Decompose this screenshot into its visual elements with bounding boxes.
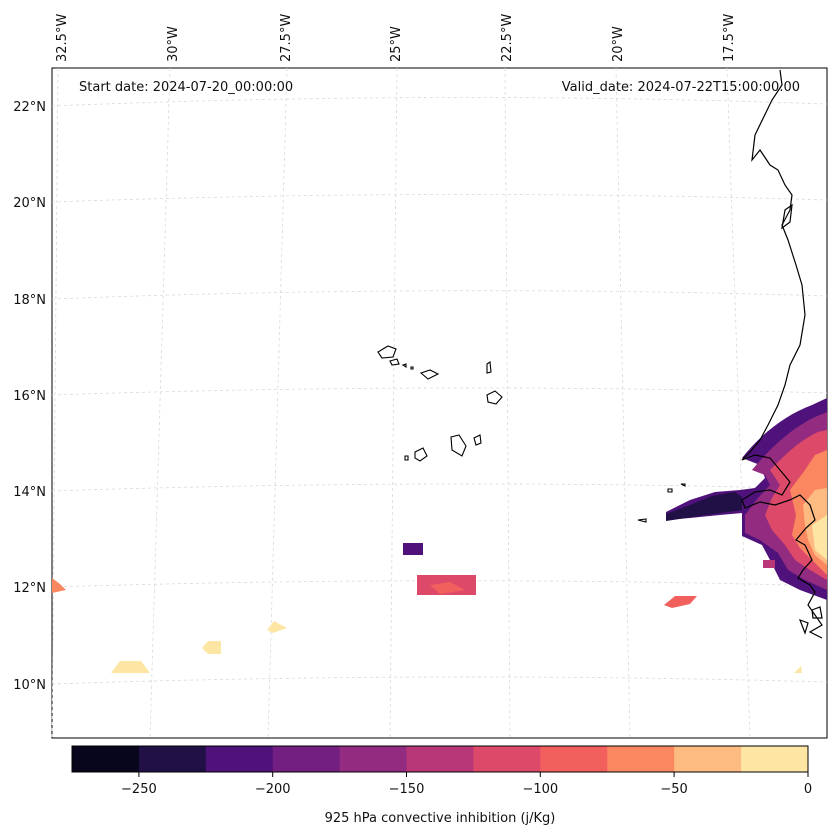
colorbar-tick-label: −50: [660, 782, 687, 797]
coastal-islet-1: [667, 488, 673, 493]
island-fogo: [414, 447, 428, 462]
start-date-label: Start date: 2024-07-20_00:00:00: [79, 80, 293, 95]
cin-field-patch-westedge: [52, 578, 66, 593]
island-sal: [486, 361, 492, 374]
lon-tick-label: 27.5°W: [279, 14, 294, 62]
coastal-islet-3: [637, 518, 647, 523]
valid-date-label: Valid_date: 2024-07-22T15:00:00.00: [562, 80, 800, 95]
island-sao-vicente: [389, 358, 400, 366]
lon-tick-label: 25°W: [389, 26, 404, 62]
coastlines: [741, 69, 823, 639]
island-santo-antao: [377, 345, 397, 359]
colorbar: −250 −200 −150 −100 −50 0 925 hPa convec…: [71, 745, 812, 826]
island-santa-luzia: [401, 363, 407, 369]
cin-field-patch-purple: [403, 543, 423, 555]
africa-coastline: [741, 69, 823, 639]
colorbar-swatch: [272, 746, 341, 772]
colorbar-tick-label: −100: [522, 782, 558, 797]
island-boa-vista: [486, 390, 503, 405]
cin-field-strip: [666, 492, 742, 521]
colorbar-label: 925 hPa convective inhibition (j/Kg): [325, 811, 556, 826]
cin-field-patch-yellow-4: [794, 666, 802, 673]
lat-tick-label: 10°N: [13, 678, 46, 693]
cin-field-patch-yellow-2: [202, 641, 221, 654]
lon-tick-label: 30°W: [166, 26, 181, 62]
island-brava: [404, 455, 409, 461]
island-sao-nicolau: [419, 369, 440, 380]
colorbar-tick-label: −150: [389, 782, 425, 797]
lon-tick-label: 22.5°W: [500, 14, 515, 62]
map-frame: [51, 67, 828, 739]
colorbar-swatch: [473, 746, 541, 772]
colorbar-swatches: [72, 746, 809, 772]
island-santiago: [450, 434, 467, 457]
colorbar-tick-label: 0: [804, 782, 812, 797]
colorbar-swatch: [205, 746, 274, 772]
colorbar-swatch: [607, 746, 675, 772]
lat-tick-label: 16°N: [13, 389, 46, 404]
cin-field-patch-pink-core: [430, 582, 465, 594]
cin-field-patch-yellow-3: [267, 621, 287, 633]
lat-tick-label: 22°N: [13, 100, 46, 115]
lat-tick-label: 12°N: [13, 581, 46, 596]
island-maio: [473, 434, 482, 446]
lon-tick-label: 17.5°W: [722, 14, 737, 62]
coastal-islet-2: [680, 483, 686, 487]
lat-tick-label: 14°N: [13, 485, 46, 500]
lat-tick-label: 18°N: [13, 293, 46, 308]
colorbar-tick-label: −200: [255, 782, 291, 797]
colorbar-swatch: [72, 746, 140, 772]
cin-field-small-1: [763, 560, 775, 568]
cape-verde-islands: [377, 345, 686, 523]
lon-tick-labels: 32.5°W 30°W 27.5°W 25°W 22.5°W 20°W 17.5…: [55, 14, 737, 62]
lon-tick-label: 32.5°W: [55, 14, 70, 62]
colorbar-tick-label: −250: [121, 782, 157, 797]
colorbar-swatch: [741, 746, 809, 772]
colorbar-frame: [71, 745, 809, 773]
cin-field-patch-yellow-1: [111, 661, 150, 673]
colorbar-swatch: [339, 746, 408, 772]
cin-field-africa-max: [812, 515, 827, 560]
colorbar-swatch: [138, 746, 207, 772]
colorbar-swatch: [674, 746, 742, 772]
colorbar-swatch: [406, 746, 474, 772]
colorbar-swatch: [540, 746, 608, 772]
colorbar-ticks: [138, 772, 809, 777]
cin-field-patch-orange: [664, 596, 697, 608]
lat-tick-label: 20°N: [13, 196, 46, 211]
lat-tick-labels: 22°N 20°N 18°N 16°N 14°N 12°N 10°N: [13, 100, 46, 693]
lon-tick-label: 20°W: [611, 26, 626, 62]
island-razo: [410, 366, 414, 370]
